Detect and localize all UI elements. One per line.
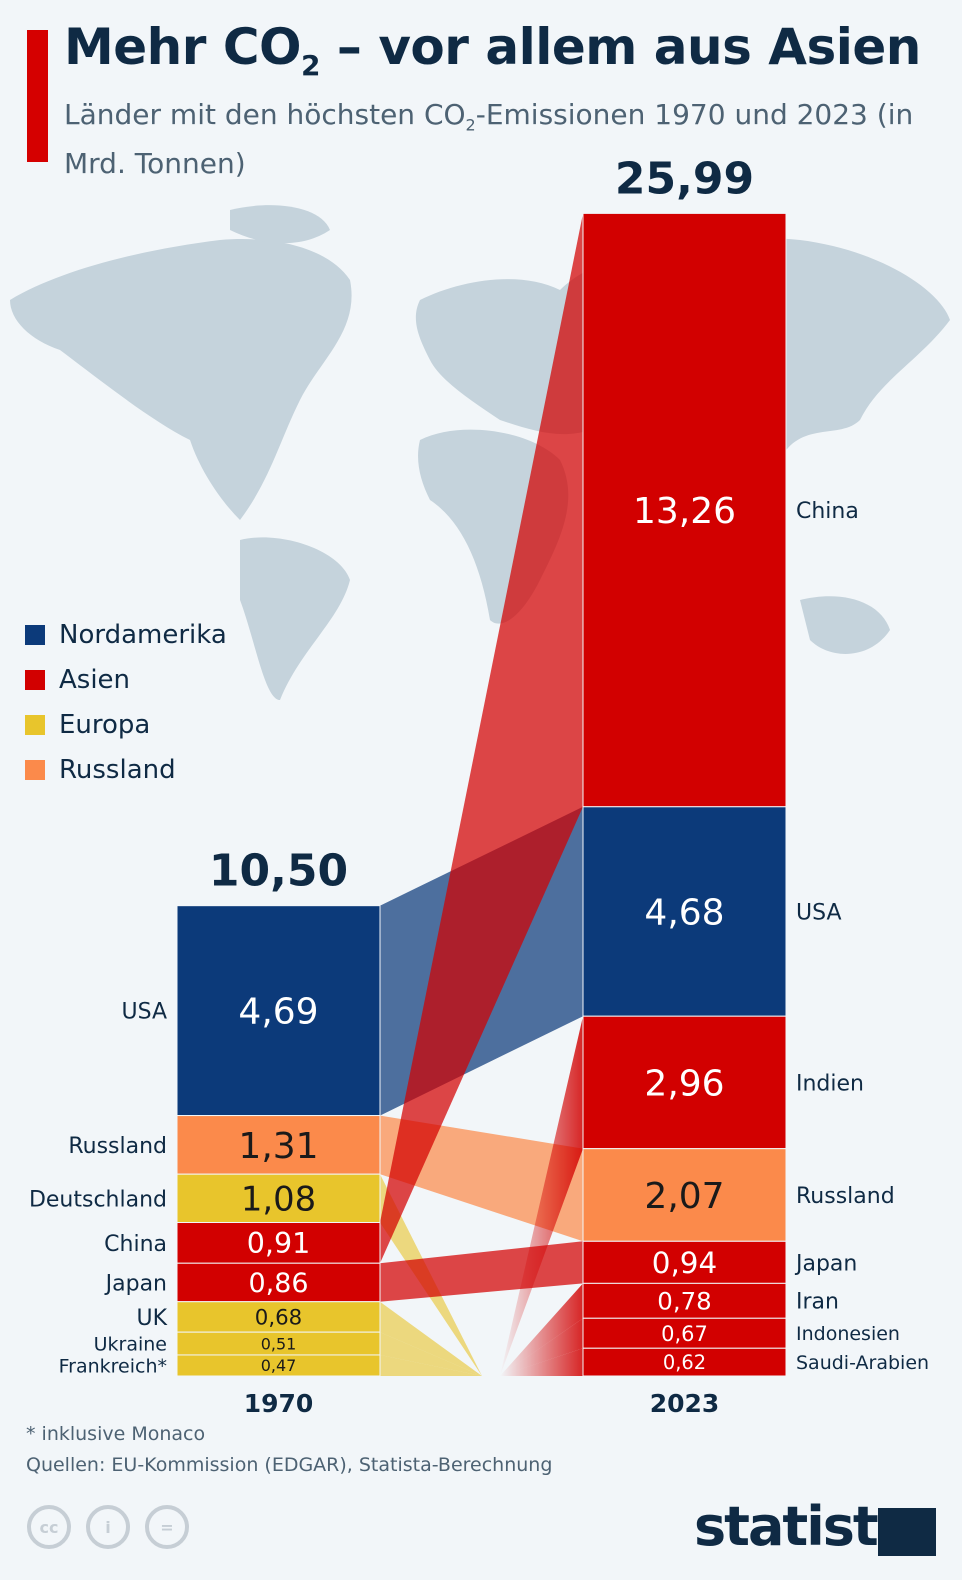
- attribution-icon[interactable]: i: [86, 1505, 130, 1549]
- flow-in-saudi-arabien: [500, 1348, 583, 1376]
- value-label: 13,26: [633, 491, 736, 532]
- flow-in-iran: [500, 1283, 583, 1376]
- bar-segment-1970: [176, 1354, 381, 1377]
- country-label: UK: [136, 1306, 167, 1331]
- value-label: 2,07: [644, 1176, 724, 1217]
- value-label: 0,51: [261, 1334, 297, 1353]
- country-label: Russland: [68, 1134, 167, 1159]
- country-label: Saudi-Arabien: [796, 1352, 929, 1374]
- value-label: 0,78: [657, 1287, 711, 1316]
- bar-segment-2023: [582, 1148, 787, 1242]
- country-label: China: [796, 499, 859, 524]
- bar-segment-1970: [176, 905, 381, 1117]
- value-label: 0,47: [261, 1356, 297, 1375]
- value-label: 1,08: [241, 1180, 316, 1219]
- legend-swatch: [25, 714, 45, 735]
- bar-segment-2023: [582, 212, 787, 808]
- bars: [176, 212, 787, 1377]
- flow-china: [380, 213, 583, 1264]
- country-label: USA: [121, 1000, 167, 1025]
- year-label: 2023: [650, 1389, 720, 1418]
- bar-segment-2023: [582, 1240, 787, 1284]
- value-label: 1,31: [238, 1126, 318, 1167]
- legend-item-asien: Asien: [25, 657, 227, 702]
- country-label: Frankreich*: [59, 1355, 167, 1377]
- value-label: 0,91: [247, 1227, 310, 1260]
- flows: [380, 213, 583, 1376]
- total-label: 10,50: [209, 846, 348, 897]
- legend-swatch: [25, 624, 45, 645]
- chart-title: Mehr CO2 – vor allem aus Asien: [64, 18, 921, 82]
- chart-subtitle: Länder mit den höchsten CO2-Emissionen 1…: [64, 98, 914, 180]
- country-label: Japan: [104, 1271, 167, 1296]
- country-label: Ukraine: [94, 1333, 167, 1355]
- bar-segment-1970: [176, 1115, 381, 1175]
- value-label: 0,86: [249, 1268, 309, 1299]
- country-label: Russland: [796, 1184, 895, 1209]
- source: Quellen: EU-Kommission (EDGAR), Statista…: [26, 1454, 553, 1476]
- value-label: 0,62: [663, 1351, 706, 1374]
- flow-out-frankreich: [380, 1354, 482, 1376]
- noderivs-icon[interactable]: =: [145, 1505, 189, 1549]
- flow-in-indonesien: [500, 1318, 583, 1376]
- country-label: China: [104, 1232, 167, 1257]
- year-label: 1970: [244, 1389, 314, 1418]
- bar-segment-2023: [582, 806, 787, 1017]
- flow-out-uk: [380, 1301, 482, 1376]
- labels: 4,69 USA 1,31 Russland 1,08 Deutschland 0,91 Ch…: [29, 153, 929, 1418]
- legend-label: Asien: [59, 664, 131, 695]
- total-label: 25,99: [615, 153, 754, 204]
- country-label: USA: [796, 900, 842, 925]
- value-label: 4,69: [238, 992, 318, 1033]
- value-label: 0,68: [255, 1306, 302, 1331]
- legend-item-europa: Europa: [25, 702, 227, 747]
- country-label: Iran: [796, 1290, 839, 1315]
- flow-in-indien: [500, 1016, 583, 1376]
- value-label: 0,67: [661, 1322, 708, 1346]
- legend-swatch: [25, 759, 45, 780]
- footnote: * inklusive Monaco: [26, 1423, 206, 1445]
- legend-item-nordamerika: Nordamerika: [25, 612, 227, 657]
- country-label: Deutschland: [29, 1187, 167, 1212]
- statista-logo-mark: [878, 1508, 936, 1556]
- value-label: 2,96: [644, 1063, 724, 1104]
- legend-swatch: [25, 669, 45, 690]
- country-label: Japan: [794, 1251, 857, 1276]
- legend: Nordamerika Asien Europa Russland: [25, 612, 227, 792]
- cc-icon[interactable]: cc: [27, 1505, 71, 1549]
- accent-bar: [27, 30, 48, 162]
- country-label: Indonesien: [796, 1323, 900, 1345]
- bar-segment-2023: [582, 1347, 787, 1377]
- legend-item-russland: Russland: [25, 747, 227, 792]
- bar-segment-1970: [176, 1173, 381, 1224]
- bar-segment-2023: [582, 1282, 787, 1319]
- legend-label: Russland: [59, 754, 176, 785]
- bar-segment-2023: [582, 1317, 787, 1349]
- flow-out-ukraine: [380, 1332, 482, 1376]
- legend-label: Nordamerika: [59, 619, 227, 650]
- bar-segment-1970: [176, 1222, 381, 1264]
- legend-label: Europa: [59, 709, 151, 740]
- value-label: 4,68: [644, 892, 724, 933]
- country-label: Indien: [796, 1071, 864, 1096]
- statista-logo[interactable]: statista: [694, 1495, 913, 1558]
- bar-segment-1970: [176, 1301, 381, 1333]
- value-label: 0,94: [652, 1246, 718, 1280]
